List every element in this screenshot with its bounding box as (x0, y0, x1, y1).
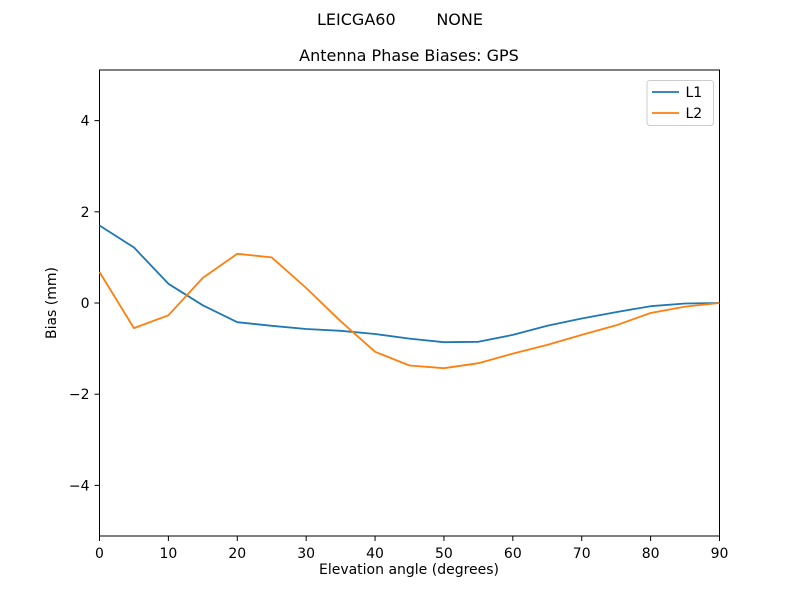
plot-area (99, 69, 720, 537)
legend-label-l2: L2 (686, 106, 703, 122)
y-tick-label: −2 (69, 387, 90, 403)
y-tick-label: 4 (81, 114, 90, 130)
y-tick-label: −4 (69, 478, 90, 494)
x-axis-label: Elevation angle (degrees) (319, 562, 499, 578)
axis-ticks: 0 10 20 30 40 50 60 70 80 90 −4 −2 0 2 4 (69, 114, 729, 562)
x-tick-label: 0 (95, 546, 104, 562)
data-series (98, 224, 720, 370)
legend-box (646, 80, 714, 126)
y-axis-label: Bias (mm) (44, 267, 60, 339)
x-tick-label: 90 (711, 546, 729, 562)
x-tick-label: 70 (573, 546, 591, 562)
x-tick-label: 30 (297, 546, 315, 562)
x-tick-label: 40 (366, 546, 384, 562)
x-tick-label: 80 (642, 546, 660, 562)
figure-suptitle: LEICGA60 NONE (317, 10, 483, 29)
x-tick-label: 60 (504, 546, 522, 562)
x-tick-label: 20 (228, 546, 246, 562)
x-tick-label: 10 (159, 546, 177, 562)
legend-label-l1: L1 (686, 85, 703, 101)
x-tick-label: 50 (435, 546, 453, 562)
axes-title: Antenna Phase Biases: GPS (299, 46, 519, 65)
series-line-l1 (99, 224, 720, 344)
y-tick-label: 2 (81, 205, 90, 221)
series-line-l2 (98, 252, 720, 370)
y-tick-label: 0 (81, 296, 90, 312)
